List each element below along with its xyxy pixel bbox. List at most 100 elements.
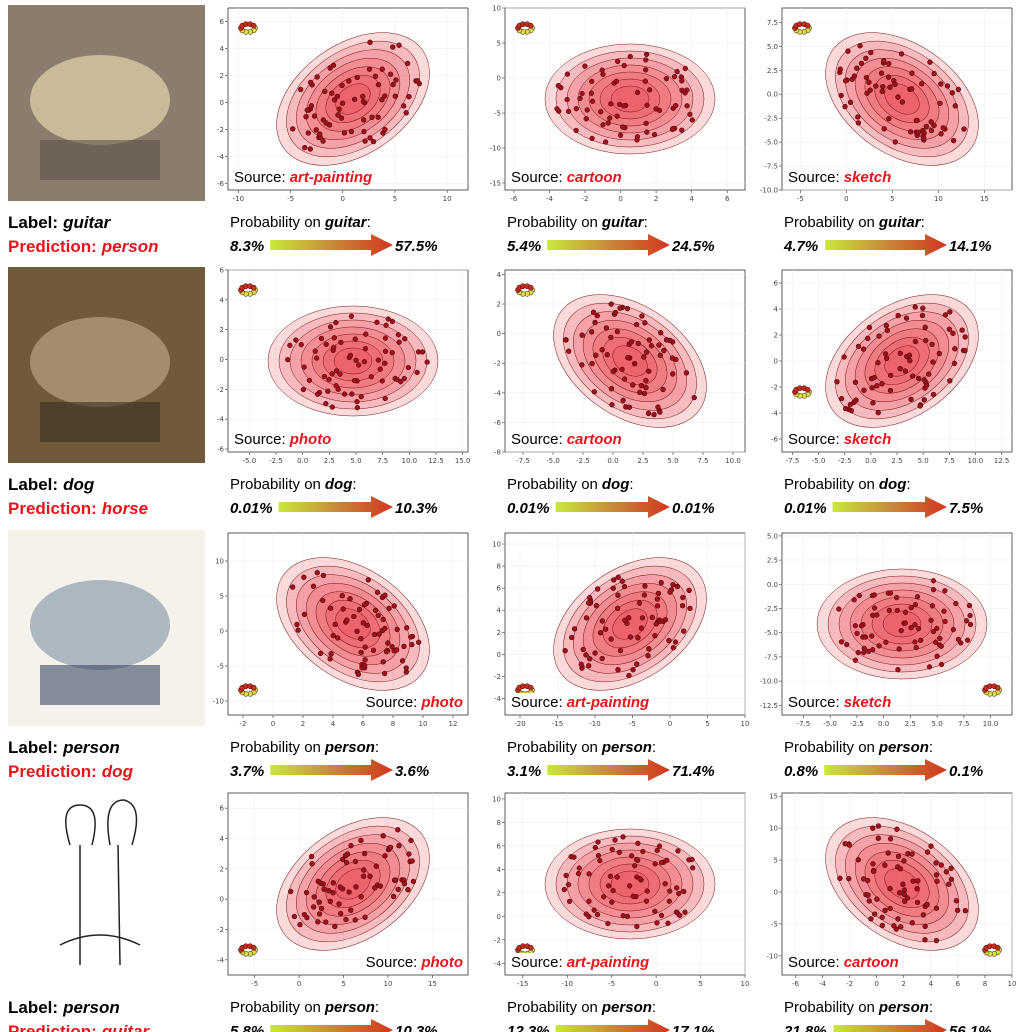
- probability-class: person: [601, 999, 652, 1016]
- probability-title: Probability on dog:: [784, 476, 911, 493]
- y-tick-label: 4: [774, 306, 779, 314]
- sample-point: [912, 338, 919, 345]
- sample-point: [603, 325, 609, 331]
- density-contours: [267, 305, 439, 417]
- y-tick-label: -4: [494, 389, 502, 397]
- sample-point: [318, 335, 325, 342]
- sample-point: [652, 908, 658, 914]
- probability-start: 0.01%: [507, 500, 550, 517]
- sample-point: [948, 865, 954, 871]
- sample-point: [348, 907, 354, 913]
- sample-point: [662, 617, 669, 623]
- sample-point: [895, 916, 901, 922]
- y-tick-label: 6: [497, 842, 502, 850]
- sample-point: [387, 844, 394, 850]
- sample-point: [335, 635, 341, 641]
- x-tick-label: 8: [391, 720, 395, 728]
- sample-point: [901, 858, 907, 864]
- sample-point: [331, 344, 337, 351]
- sample-point: [914, 886, 920, 892]
- sample-point: [682, 65, 688, 72]
- probability-start: 8.3%: [230, 238, 264, 255]
- x-tick-label: 12: [449, 720, 458, 728]
- probability-title: Probability on guitar:: [230, 214, 371, 231]
- x-tick-label: -2.5: [838, 457, 852, 465]
- sample-point: [354, 628, 360, 634]
- sample-point: [394, 647, 400, 653]
- sample-point: [908, 604, 914, 611]
- sample-point: [605, 883, 612, 889]
- sample-point: [648, 343, 655, 349]
- y-tick-label: 6: [774, 280, 779, 288]
- sample-point: [646, 368, 652, 374]
- sample-point: [599, 655, 605, 662]
- prediction-prefix: Prediction:: [8, 1022, 97, 1032]
- probability-class: dog: [325, 476, 353, 493]
- sample-point: [405, 364, 412, 371]
- sample-point: [891, 923, 897, 929]
- sample-point: [419, 349, 426, 355]
- contour: [267, 305, 439, 417]
- x-tick-label: 2: [902, 980, 906, 988]
- sample-point: [961, 126, 967, 132]
- sample-point: [912, 304, 918, 310]
- probability-suffix: :: [652, 999, 656, 1016]
- sample-point: [834, 379, 840, 385]
- sample-point: [656, 843, 663, 849]
- sample-point: [404, 625, 410, 631]
- sample-point: [883, 639, 889, 645]
- sample-point: [875, 360, 881, 366]
- target-point: [527, 22, 534, 29]
- probability-end: 10.3%: [395, 1023, 438, 1032]
- contour: [835, 302, 969, 420]
- probability-title: Probability on person:: [230, 999, 379, 1016]
- sample-point: [587, 656, 593, 662]
- sample-point: [657, 352, 663, 359]
- sample-point: [575, 870, 582, 877]
- sample-point: [605, 120, 611, 126]
- sample-point: [624, 305, 631, 312]
- sample-point: [836, 606, 842, 612]
- sample-point: [874, 896, 880, 902]
- label-value: dog: [63, 475, 95, 494]
- y-tick-label: 0: [497, 651, 501, 659]
- sample-point: [352, 858, 358, 865]
- sample-point: [887, 84, 893, 90]
- sample-point: [870, 400, 876, 406]
- sample-point: [937, 100, 943, 107]
- y-tick-label: -10.0: [760, 187, 778, 195]
- sample-point: [392, 93, 398, 99]
- sample-point: [386, 605, 392, 612]
- x-tick-label: 2.5: [324, 457, 335, 465]
- sample-point: [289, 584, 296, 590]
- sample-point: [941, 608, 947, 614]
- sample-point: [879, 381, 885, 387]
- sample-point: [398, 379, 404, 385]
- sample-point: [651, 411, 657, 418]
- contour: [612, 608, 648, 640]
- sample-point: [644, 51, 650, 57]
- source-prefix: Source:: [366, 954, 418, 971]
- sample-point: [656, 342, 662, 348]
- sample-point: [875, 410, 881, 416]
- sample-point: [610, 368, 616, 375]
- sample-point: [880, 83, 886, 90]
- sample-point: [679, 78, 685, 84]
- prediction-prefix: Prediction:: [8, 499, 97, 518]
- probability-end: 71.4%: [672, 763, 715, 780]
- sample-point: [934, 625, 940, 632]
- sample-point: [640, 848, 646, 855]
- sample-point: [361, 359, 368, 365]
- sample-point: [595, 839, 601, 845]
- source-background: [508, 693, 653, 712]
- sample-point: [599, 67, 605, 73]
- probability-suffix: :: [367, 214, 371, 231]
- sample-point: [871, 592, 878, 598]
- probability-arrow: [555, 1019, 670, 1032]
- sample-point: [644, 102, 650, 108]
- sample-point: [367, 873, 373, 879]
- source-background: [785, 693, 895, 712]
- sample-point: [894, 607, 900, 614]
- probability-suffix: :: [929, 999, 933, 1016]
- sample-point: [934, 878, 940, 884]
